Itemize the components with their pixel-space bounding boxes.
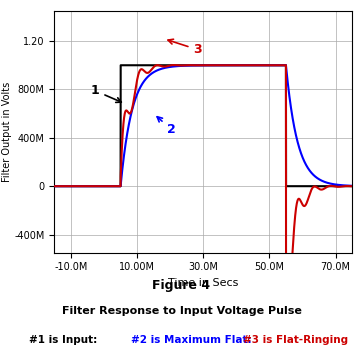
Text: #2 is Maximum Flat:: #2 is Maximum Flat: (131, 335, 258, 345)
Text: 2: 2 (157, 117, 176, 136)
Text: 1: 1 (91, 84, 121, 103)
Text: #1 is Input:: #1 is Input: (29, 335, 105, 345)
X-axis label: Time in Secs: Time in Secs (168, 278, 238, 288)
Text: Figure 4: Figure 4 (152, 279, 211, 292)
Text: Filter Response to Input Voltage Pulse: Filter Response to Input Voltage Pulse (62, 306, 301, 316)
Text: #3 is Flat-Ringing: #3 is Flat-Ringing (243, 335, 348, 345)
Text: 3: 3 (168, 39, 202, 56)
Y-axis label: Filter Output in Volts: Filter Output in Volts (1, 82, 12, 182)
